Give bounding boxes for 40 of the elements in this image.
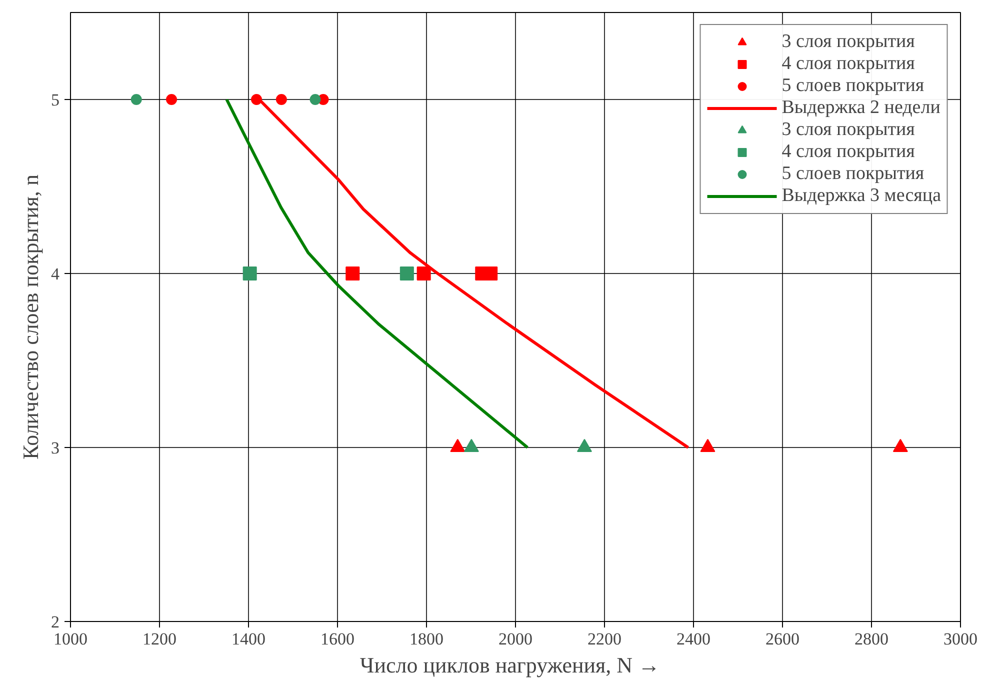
legend-label: 4 слоя покрытия <box>782 53 915 75</box>
point <box>464 438 479 452</box>
x-tick-label: 2200 <box>588 630 622 648</box>
point <box>130 94 142 105</box>
x-axis-title: Число циклов нагружения, N → <box>360 652 660 678</box>
y-axis-title: Количество слоев покрытия, n <box>18 174 43 460</box>
point <box>416 266 431 280</box>
x-tick-label: 1200 <box>142 630 176 648</box>
x-tick-label: 1000 <box>54 630 88 648</box>
point <box>450 438 466 452</box>
x-tick-label: 2600 <box>766 630 800 648</box>
x-tick-label: 2000 <box>498 630 532 648</box>
legend-label: Выдержка 2 недели <box>782 97 940 119</box>
y-tick-label: 2 <box>51 612 60 632</box>
point <box>400 266 414 280</box>
y-tick-label: 5 <box>51 90 60 110</box>
y-tick-label: 4 <box>51 264 60 284</box>
point <box>242 266 257 280</box>
point <box>576 438 592 452</box>
legend-label: 3 слоя покрытия <box>782 31 915 53</box>
x-tick-label: 3000 <box>944 630 978 648</box>
x-tick-label: 2800 <box>854 630 888 648</box>
legend-label: Выдержка 3 месяца <box>782 185 941 207</box>
legend-label: 3 слоя покрытия <box>782 119 915 141</box>
legend-label: 5 слоев покрытия <box>782 75 924 97</box>
line-series <box>225 98 530 449</box>
x-tick-label: 2400 <box>676 630 710 648</box>
point <box>166 94 178 105</box>
x-tick-label: 1400 <box>232 630 266 648</box>
y-tick-label: 3 <box>51 438 60 458</box>
point <box>346 266 360 280</box>
point <box>892 438 908 452</box>
legend-label: 5 слоев покрытия <box>782 163 924 185</box>
point <box>276 94 287 105</box>
point <box>310 94 321 105</box>
point <box>251 94 262 105</box>
x-tick-label: 1800 <box>410 630 444 648</box>
legend-label: 4 слоя покрытия <box>782 141 915 163</box>
x-tick-label: 1600 <box>320 630 354 648</box>
point <box>700 438 716 452</box>
